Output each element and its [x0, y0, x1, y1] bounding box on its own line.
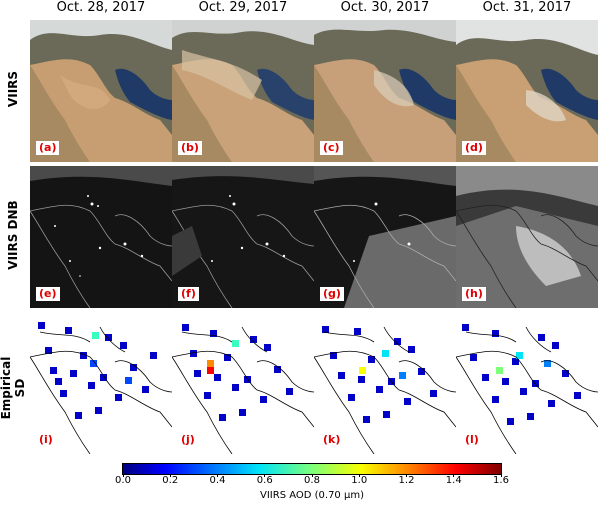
colorbar-tick-label: 0.6	[256, 475, 273, 486]
row-label-empirical: Empirical	[0, 356, 13, 420]
row-label-empirical-sd: Empirical SD	[0, 343, 27, 433]
colorbar-tick-label: 1.6	[493, 475, 509, 486]
colorbar-tick-label: 0.0	[115, 475, 131, 486]
dnb-panel-e: (e)	[30, 166, 172, 308]
dnb-panel-h: (h)	[456, 166, 598, 308]
viirs-panel-d: (d)	[456, 20, 598, 162]
dnb-panel-g: (g)	[314, 166, 456, 308]
colorbar-tick-mark	[264, 474, 266, 477]
row-label-viirs: VIIRS	[6, 70, 20, 108]
colorbar-tick-mark	[500, 474, 502, 477]
column-title-oct29: Oct. 29, 2017	[198, 0, 288, 15]
colorbar-tick-label: 0.4	[209, 475, 226, 486]
column-title-oct28: Oct. 28, 2017	[56, 0, 146, 15]
column-title-oct31: Oct. 31, 2017	[482, 0, 572, 15]
panel-label-d: (d)	[462, 141, 486, 155]
colorbar-tick-label: 1.4	[445, 475, 462, 486]
dnb-panel-f: (f)	[172, 166, 314, 308]
sd-panel-j: (j)	[172, 312, 314, 454]
colorbar-tick-mark	[453, 474, 455, 477]
panel-label-g: (g)	[320, 287, 344, 301]
panel-label-l: (l)	[462, 433, 482, 447]
panel-label-b: (b)	[178, 141, 202, 155]
colorbar-tick-mark	[217, 474, 218, 477]
viirs-panel-b: (b)	[172, 20, 314, 162]
panel-label-h: (h)	[462, 287, 486, 301]
colorbar-tick-label: 1.0	[351, 475, 368, 486]
sd-panel-l: (l)	[456, 312, 598, 454]
panel-label-k: (k)	[320, 433, 344, 447]
row-label-sd: SD	[13, 378, 27, 398]
viirs-panel-c: (c)	[314, 20, 456, 162]
colorbar-tick-mark	[311, 474, 313, 477]
colorbar-tick-mark	[122, 474, 124, 477]
sd-panel-k: (k)	[314, 312, 456, 454]
colorbar-tick-label: 0.8	[304, 475, 320, 486]
panel-label-e: (e)	[36, 287, 60, 301]
row-label-viirs-dnb: VIIRS DNB	[6, 200, 20, 270]
colorbar-tick-mark	[169, 474, 171, 477]
viirs-panel-a: (a)	[30, 20, 172, 162]
panel-label-i: (i)	[36, 433, 56, 447]
sd-panel-i: (i)	[30, 312, 172, 454]
column-title-oct30: Oct. 30, 2017	[340, 0, 430, 15]
panel-label-a: (a)	[36, 141, 60, 155]
colorbar-tick-label: 0.2	[162, 475, 179, 486]
panel-label-c: (c)	[320, 141, 343, 155]
colorbar-tick-mark	[358, 474, 360, 477]
panel-label-j: (j)	[178, 433, 198, 447]
panel-label-f: (f)	[178, 287, 199, 301]
colorbar-tick-label: 1.2	[398, 475, 415, 486]
colorbar-label: VIIRS AOD (0.70 µm)	[260, 490, 364, 501]
colorbar-tick-mark	[406, 474, 407, 477]
